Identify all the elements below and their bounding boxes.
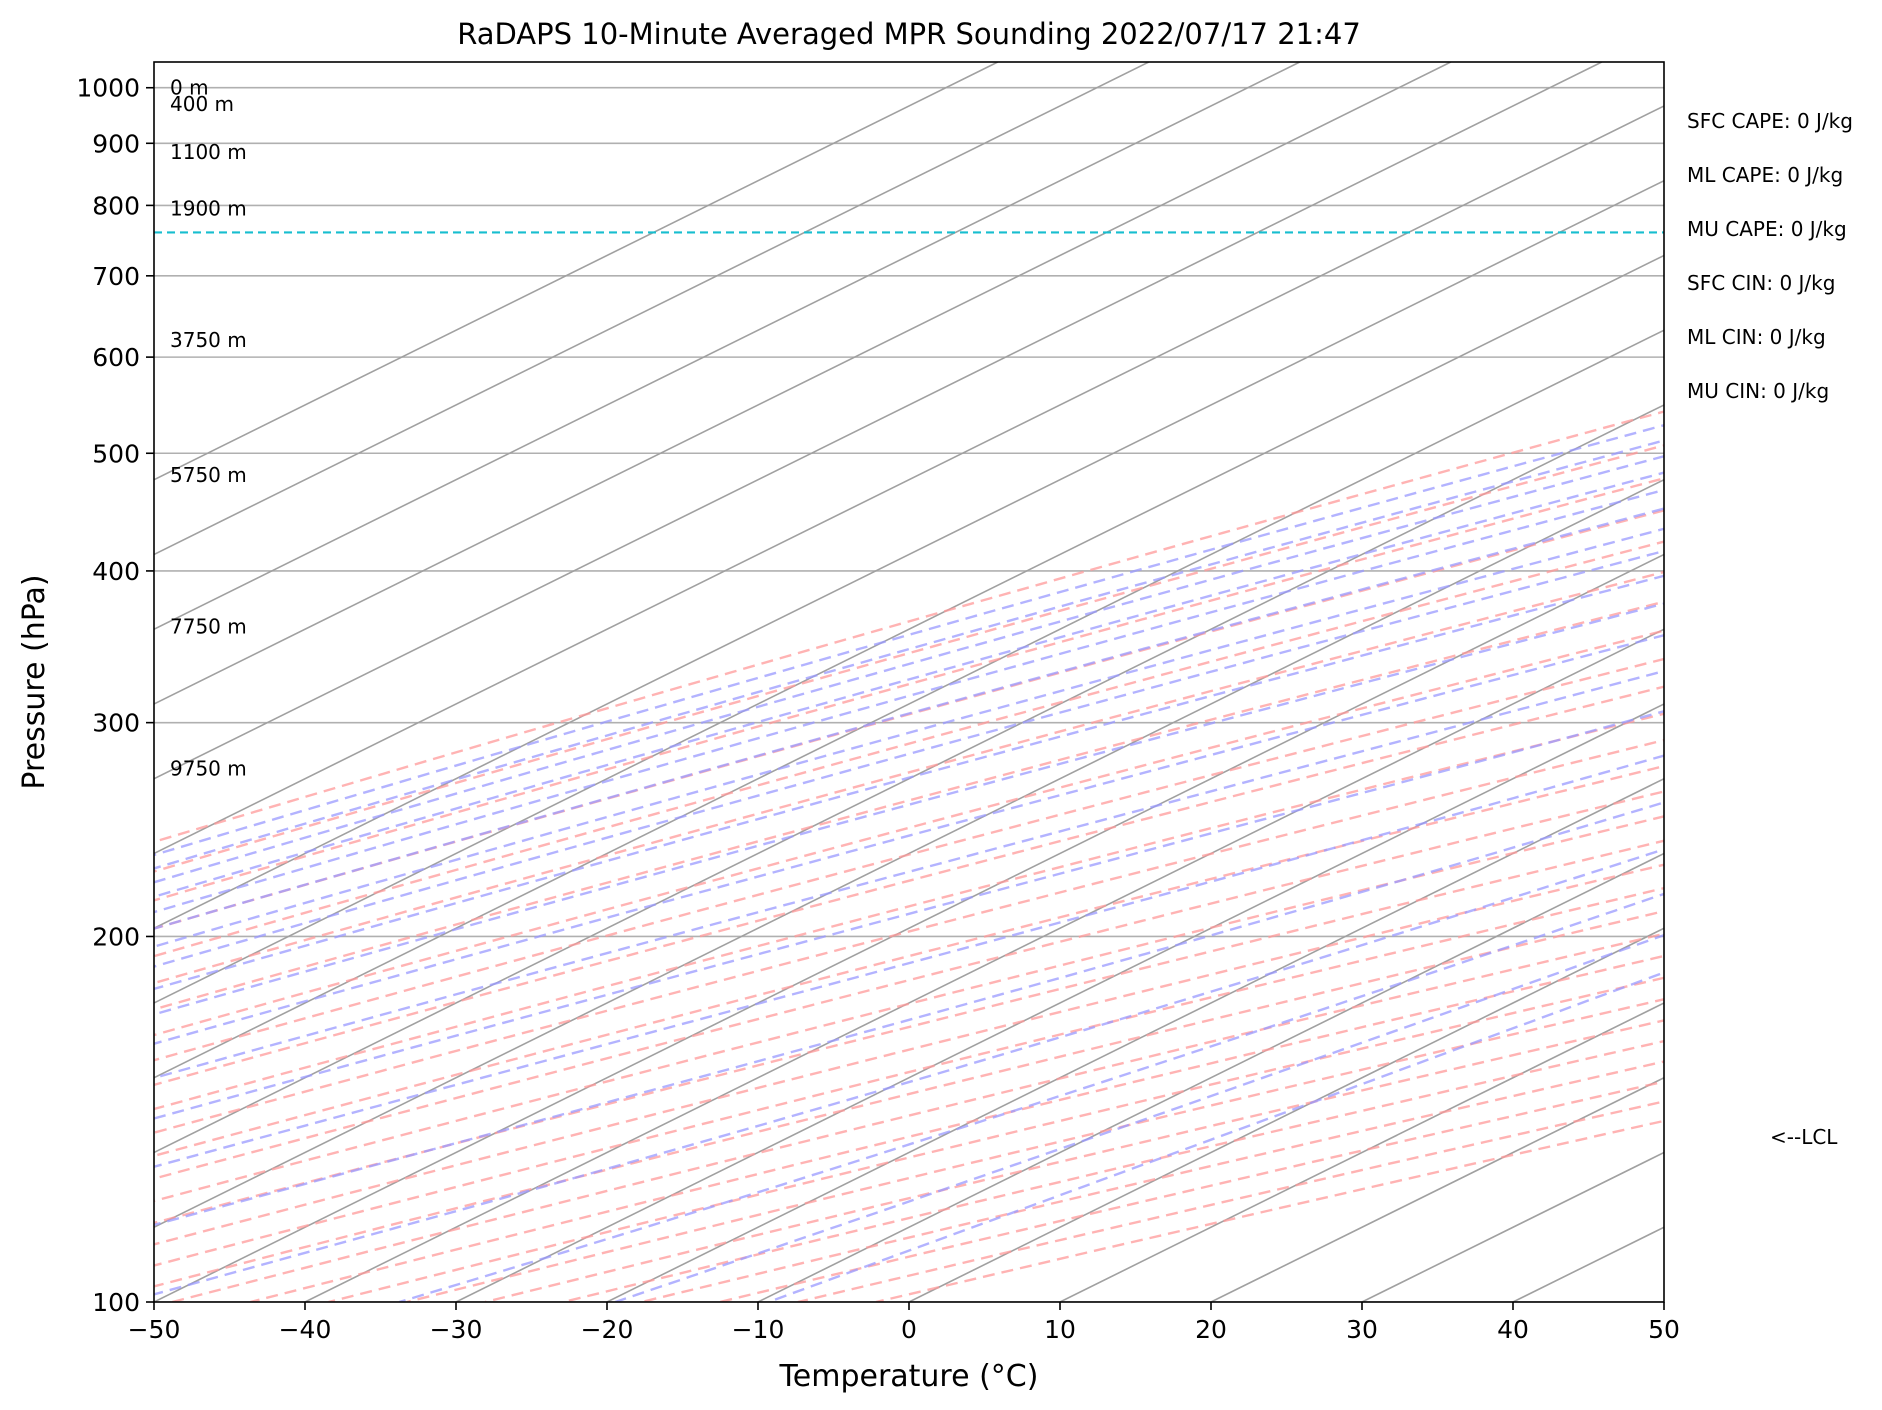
x-tick-label: 30 [1346,1315,1378,1344]
y-axis-label: Pressure (hPa) [17,574,52,789]
y-tick-label: 200 [92,922,140,951]
x-tick-label: 50 [1648,1315,1680,1344]
x-tick-label: −50 [128,1315,181,1344]
x-tick-label: 10 [1044,1315,1076,1344]
height-label: 1100 m [170,140,247,164]
height-label: 0 m [170,76,209,100]
stability-index-text: MU CAPE: 0 J/kg [1687,217,1847,241]
height-label: 5750 m [170,463,247,487]
stability-index-text: ML CIN: 0 J/kg [1687,325,1826,349]
y-tick-label: 800 [92,191,140,220]
height-label: 7750 m [170,614,247,638]
x-tick-label: 20 [1195,1315,1227,1344]
height-label: 9750 m [170,757,247,781]
y-tick-label: 600 [92,343,140,372]
y-tick-label: 1000 [76,74,140,103]
y-tick-label: 300 [92,709,140,738]
y-tick-label: 900 [92,129,140,158]
y-tick-label: 700 [92,262,140,291]
chart-title: RaDAPS 10-Minute Averaged MPR Sounding 2… [457,17,1361,51]
x-axis-label: Temperature (°C) [779,1359,1039,1394]
height-label: 1900 m [170,197,247,221]
stability-index-text: ML CAPE: 0 J/kg [1687,163,1843,187]
stability-index-text: MU CIN: 0 J/kg [1687,379,1829,403]
stability-index-text: SFC CIN: 0 J/kg [1687,271,1835,295]
x-tick-label: −40 [279,1315,332,1344]
stability-index-text: SFC CAPE: 0 J/kg [1687,109,1853,133]
y-tick-label: 500 [92,439,140,468]
x-tick-label: 0 [901,1315,917,1344]
lcl-label: <--LCL [1770,1125,1838,1149]
x-tick-label: −30 [430,1315,483,1344]
y-tick-label: 100 [92,1288,140,1317]
x-tick-label: −20 [581,1315,634,1344]
x-tick-label: 40 [1497,1315,1529,1344]
x-tick-label: −10 [732,1315,785,1344]
height-label: 3750 m [170,328,247,352]
y-tick-label: 400 [92,557,140,586]
